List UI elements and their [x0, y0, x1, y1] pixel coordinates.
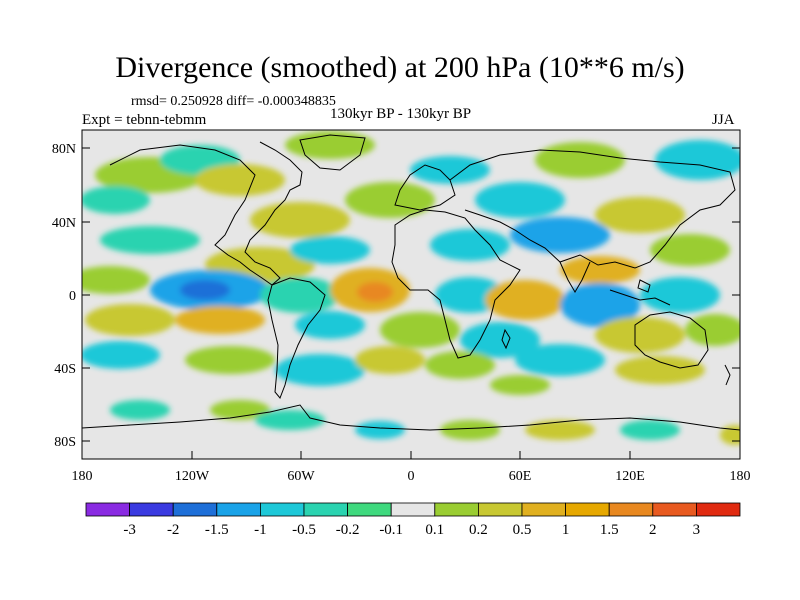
colorbar-label: -1: [254, 522, 267, 538]
colorbar-label: 3: [693, 522, 701, 538]
colorbar: -3 -2 -1.5 -1 -0.5 -0.2 -0.1 0.1 0.2 0.5 1 1.5 2 3: [85, 502, 741, 538]
colorbar-swatch: [696, 502, 741, 517]
coast-new-zealand: [724, 364, 731, 386]
divergence-field: [82, 131, 740, 445]
plot-title: Divergence (smoothed) at 200 hPa (10**6 …: [115, 51, 685, 84]
x-tick-label: 180: [72, 469, 93, 484]
stats-text: rmsd= 0.250928 diff= -0.000348835: [131, 94, 336, 109]
colorbar-label: 1.5: [600, 522, 619, 538]
colorbar-label: -0.2: [336, 522, 360, 538]
colorbar-swatch: [652, 502, 697, 517]
y-tick-label: 80N: [52, 142, 76, 157]
coast-india: [559, 261, 591, 293]
coast-asia: [449, 149, 736, 269]
x-tick-label: 60E: [509, 469, 532, 484]
y-tick-labels: 80N 40N 0 40S 80S: [52, 142, 76, 450]
x-tick-label: 0: [408, 469, 415, 484]
colorbar-label: -3: [123, 522, 136, 538]
x-tick-label: 120E: [615, 469, 645, 484]
coast-borneo: [637, 279, 651, 293]
season-label: JJA: [712, 112, 735, 128]
colorbar-swatch: [608, 502, 654, 517]
x-tick-label: 180: [730, 469, 751, 484]
y-tick-label: 80S: [54, 435, 76, 450]
colorbar-label: -0.1: [379, 522, 403, 538]
x-tick-marks: [81, 451, 741, 459]
colorbar-swatch: [172, 502, 218, 517]
colorbar-label: 1: [562, 522, 570, 538]
colorbar-swatch: [521, 502, 566, 517]
x-tick-label: 60W: [287, 469, 315, 484]
y-tick-marks: [82, 147, 740, 442]
colorbar-swatch: [565, 502, 610, 517]
colorbar-swatch: [390, 502, 436, 517]
coast-south-america: [267, 277, 326, 399]
colorbar-label: 2: [649, 522, 657, 538]
colorbar-label: 0.5: [513, 522, 532, 538]
colorbar-label: -0.5: [292, 522, 316, 538]
coast-europe: [394, 164, 456, 211]
colorbar-swatch: [85, 502, 130, 517]
coast-africa: [391, 209, 521, 359]
y-tick-label: 40N: [52, 216, 76, 231]
colorbar-swatch: [129, 502, 174, 517]
coast-madagascar: [501, 328, 511, 350]
colorbar-label: 0.2: [469, 522, 488, 538]
colorbar-label: 0.1: [425, 522, 444, 538]
colorbar-swatch: [259, 502, 305, 517]
colorbar-label: -2: [167, 522, 180, 538]
coast-antarctica: [82, 404, 740, 431]
colorbar-swatch: [434, 502, 479, 517]
colorbar-swatch: [303, 502, 348, 517]
colorbar-label: -1.5: [205, 522, 229, 538]
experiment-label: Expt = tebnn-tebmm: [82, 112, 207, 128]
colorbar-swatch: [477, 502, 523, 517]
colorbar-swatch: [347, 502, 392, 517]
coast-greenland: [299, 134, 366, 171]
coastlines: [82, 134, 740, 431]
coast-australia: [634, 311, 709, 369]
period-label: 130kyr BP - 130kyr BP: [330, 106, 472, 122]
y-tick-label: 40S: [54, 362, 76, 377]
colorbar-swatch: [216, 502, 261, 517]
x-tick-labels: 180 120W 60W 0 60E 120E 180: [72, 469, 751, 484]
coast-indonesia: [609, 289, 671, 306]
x-tick-label: 120W: [175, 469, 210, 484]
y-tick-label: 0: [69, 289, 76, 304]
